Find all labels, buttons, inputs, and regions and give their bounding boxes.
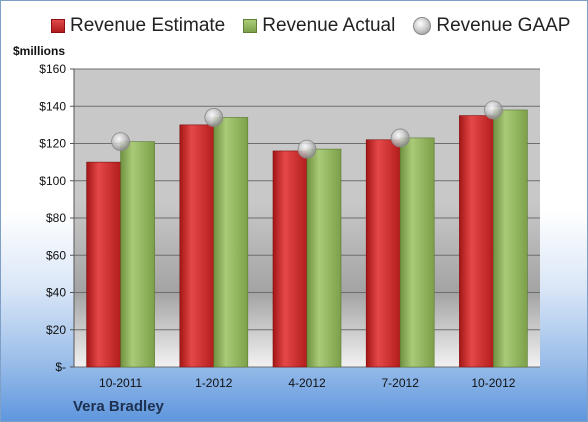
y-tick-label: $120: [39, 137, 66, 151]
y-tick-label: $-: [55, 360, 66, 374]
legend-swatch-actual: [243, 19, 258, 33]
marker-revenue-gaap: [111, 132, 130, 152]
x-tick-label: 7-2012: [382, 376, 420, 390]
marker-revenue-gaap: [297, 139, 317, 159]
x-tick-label: 1-2012: [195, 376, 233, 390]
bar-revenue-estimate: [365, 139, 401, 368]
marker-revenue-gaap: [390, 128, 410, 148]
bar-revenue-actual: [306, 148, 342, 368]
y-tick-label: $100: [39, 174, 66, 188]
marker-revenue-gaap: [204, 108, 224, 127]
y-tick-label: $160: [39, 62, 66, 76]
bar-revenue-actual: [493, 109, 528, 368]
bar-revenue-actual: [213, 117, 249, 368]
legend-label-gaap: Revenue GAAP: [436, 15, 571, 36]
y-tick-label: $80: [46, 211, 66, 225]
legend-swatch-gaap: [413, 17, 432, 35]
bar-revenue-estimate: [459, 115, 494, 368]
y-tick-label: $60: [46, 248, 66, 262]
gaap-markers: [111, 100, 503, 159]
bars: [86, 109, 528, 368]
bar-revenue-estimate: [179, 124, 215, 368]
legend-label-actual: Revenue Actual: [262, 15, 396, 36]
bar-revenue-actual: [120, 141, 155, 368]
x-tick-label: 10-2011: [99, 376, 142, 390]
bar-revenue-actual: [399, 137, 435, 368]
legend-swatch-estimate: [51, 19, 65, 33]
y-tick-label: $20: [46, 323, 66, 337]
bar-revenue-estimate: [86, 161, 121, 368]
y-tick-label: $140: [39, 99, 66, 113]
marker-revenue-gaap: [483, 100, 503, 120]
legend-item-actual: Revenue Actual: [243, 15, 395, 37]
legend: Revenue Estimate Revenue Actual Revenue …: [51, 15, 570, 37]
x-tick-label: 4-2012: [288, 376, 326, 390]
x-tick-label: 10-2012: [471, 376, 515, 390]
x-axis-ticks: 10-2011 1-2012 4-2012 7-2012 10-2012: [99, 376, 516, 390]
y-axis-ticks: $- $20 $40 $60 $80 $100 $120 $140 $160: [39, 62, 75, 374]
bar-revenue-estimate: [272, 150, 308, 368]
y-tick-label: $40: [46, 286, 66, 300]
legend-item-gaap: Revenue GAAP: [413, 15, 570, 37]
legend-label-estimate: Revenue Estimate: [70, 15, 226, 36]
y-axis-unit-label: $millions: [13, 44, 66, 58]
legend-item-estimate: Revenue Estimate: [51, 15, 225, 37]
company-name: Vera Bradley: [73, 398, 164, 415]
